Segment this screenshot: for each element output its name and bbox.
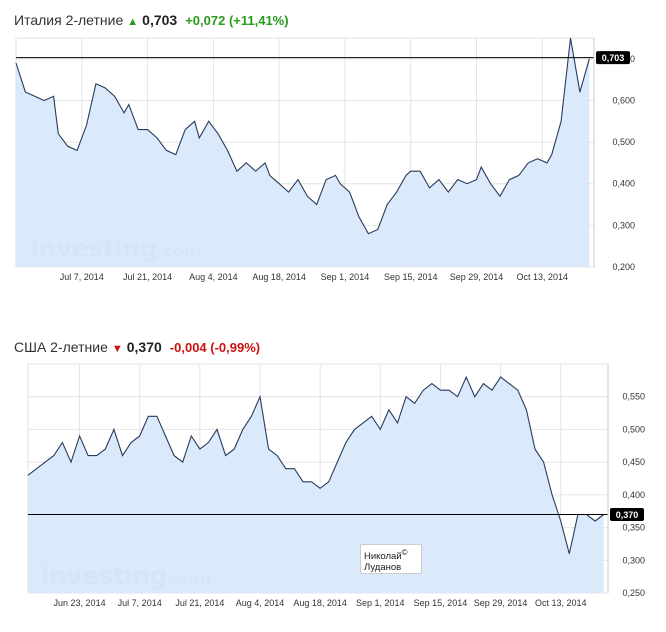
x-tick-label: Sep 1, 2014 [356, 598, 405, 608]
price-change: +0,072 (+11,41%) [185, 13, 289, 28]
x-tick-label: Jul 21, 2014 [175, 598, 224, 608]
signature-line-2: Луданов [364, 562, 402, 574]
y-tick-label: 0,600 [612, 95, 635, 105]
y-tick-label: 0,250 [622, 588, 645, 598]
x-tick-label: Jul 21, 2014 [123, 272, 172, 282]
x-tick-label: Aug 4, 2014 [189, 272, 238, 282]
y-tick-label: 0,350 [622, 523, 645, 533]
current-value-tag [596, 51, 630, 65]
x-tick-label: Sep 15, 2014 [414, 598, 468, 608]
x-tick-label: Oct 13, 2014 [517, 272, 569, 282]
signature-line-1: Николай [364, 551, 402, 563]
x-tick-label: Oct 13, 2014 [535, 598, 587, 608]
x-tick-label: Jul 7, 2014 [118, 598, 162, 608]
arrow-up-icon: ▲ [127, 16, 139, 28]
copyright-mark: © [401, 548, 408, 557]
arrow-down-icon: ▼ [111, 343, 123, 355]
instrument-price: 0,703 [142, 12, 178, 28]
chart-italy: Investing.com0,2000,3000,4000,5000,6000,… [15, 37, 635, 282]
current-value-label: 0,703 [602, 53, 625, 63]
x-tick-label: Aug 4, 2014 [236, 598, 285, 608]
series-area [16, 38, 590, 267]
y-tick-label: 0,500 [622, 424, 645, 434]
x-tick-label: Sep 29, 2014 [450, 272, 504, 282]
y-tick-label: 0,450 [622, 457, 645, 467]
x-tick-label: Sep 29, 2014 [474, 598, 528, 608]
chart-header: Италия 2-летние ▲ 0,703 +0,072 (+11,41%) [14, 12, 289, 28]
chart-panel-italy: Италия 2-летние▲0,703+0,072 (+11,41%) In… [0, 0, 666, 300]
series-area [28, 377, 604, 593]
current-value-label: 0,370 [616, 510, 639, 520]
x-tick-label: Aug 18, 2014 [252, 272, 306, 282]
series-line [15, 37, 590, 235]
series-line [27, 375, 605, 554]
author-signature: Николай© Луданов [360, 544, 422, 574]
price-change: -0,004 (-0,99%) [169, 340, 261, 355]
instrument-name: США 2-летние [14, 339, 108, 355]
x-tick-label: Aug 18, 2014 [293, 598, 347, 608]
x-tick-label: Jul 7, 2014 [60, 272, 104, 282]
x-tick-label: Sep 1, 2014 [321, 272, 370, 282]
y-tick-label: 0,300 [622, 555, 645, 565]
instrument-name: Италия 2-летние [14, 12, 124, 28]
instrument-price: 0,370 [126, 339, 162, 355]
y-tick-label: 0,400 [612, 179, 635, 189]
x-tick-label: Sep 15, 2014 [384, 272, 438, 282]
chart-header: США 2-летние ▼ 0,370 -0,004 (-0,99%) [14, 339, 260, 355]
y-tick-label: 0,200 [612, 262, 635, 272]
y-tick-label: 0,550 [622, 392, 645, 402]
y-tick-label: 0,300 [612, 220, 635, 230]
y-tick-label: 0,500 [612, 137, 635, 147]
y-tick-label: 0,400 [622, 490, 645, 500]
x-tick-label: Jun 23, 2014 [54, 598, 106, 608]
current-value-tag [610, 507, 644, 521]
